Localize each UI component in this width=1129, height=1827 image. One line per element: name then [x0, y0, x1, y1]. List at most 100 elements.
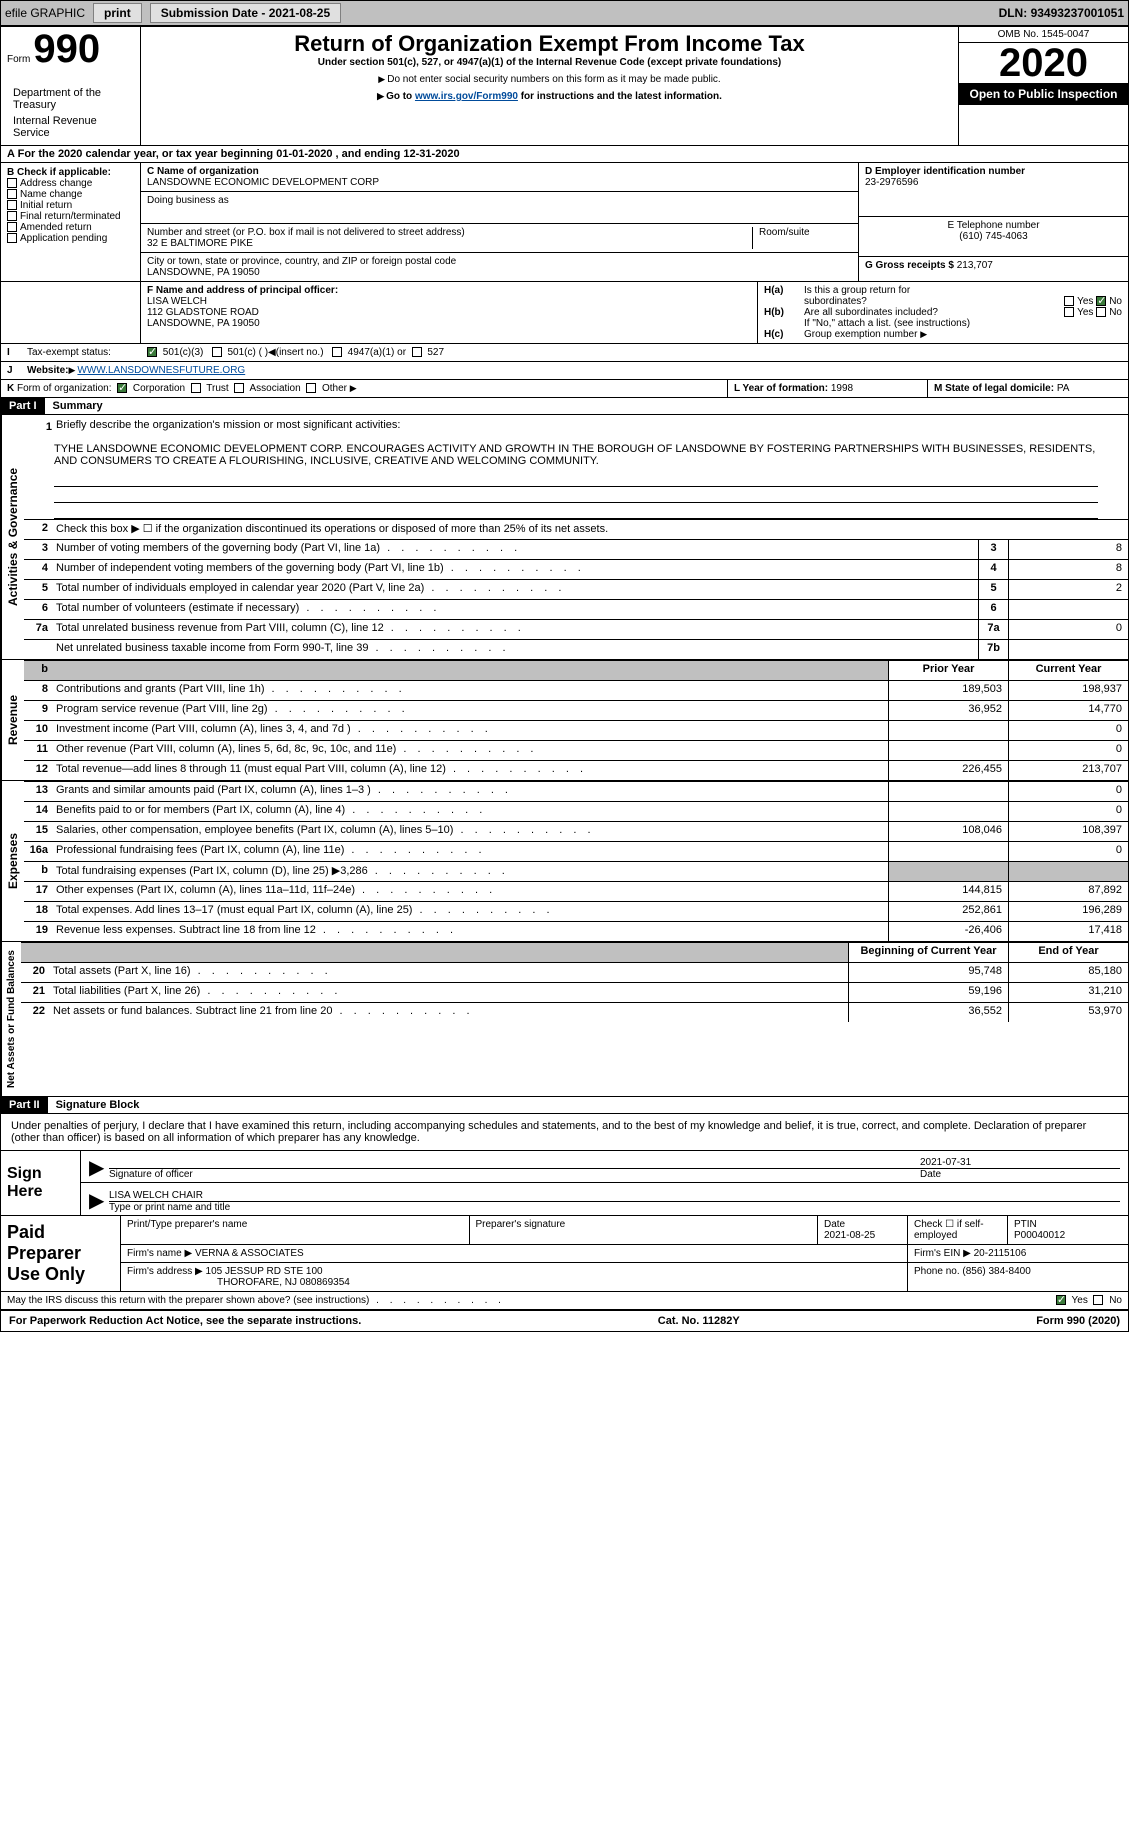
- form-number: 990: [33, 27, 100, 71]
- data-line: bTotal fundraising expenses (Part IX, co…: [24, 861, 1128, 881]
- ein-field: D Employer identification number 23-2976…: [859, 163, 1128, 217]
- block-b: B Check if applicable: Address change Na…: [1, 163, 141, 281]
- sign-here-block: Sign Here ▶ Signature of officer 2021-07…: [1, 1151, 1128, 1216]
- data-line: 12Total revenue—add lines 8 through 11 (…: [24, 760, 1128, 780]
- block-c: C Name of organization LANSDOWNE ECONOMI…: [141, 163, 858, 281]
- data-line: 22Net assets or fund balances. Subtract …: [21, 1002, 1128, 1022]
- org-trust[interactable]: Trust: [191, 383, 229, 394]
- form990-link[interactable]: www.irs.gov/Form990: [415, 91, 518, 102]
- efile-label: efile GRAPHIC: [5, 6, 85, 20]
- row-j: J Website: WWW.LANSDOWNESFUTURE.ORG: [1, 362, 1128, 380]
- city-field: City or town, state or province, country…: [141, 253, 858, 281]
- check-initial-return[interactable]: Initial return: [7, 200, 134, 211]
- note-goto: Go to www.irs.gov/Form990 for instructio…: [149, 91, 950, 102]
- check-name-change[interactable]: Name change: [7, 189, 134, 200]
- part2-header: Part II Signature Block: [1, 1096, 1128, 1114]
- data-line: 15Salaries, other compensation, employee…: [24, 821, 1128, 841]
- data-line: 20Total assets (Part X, line 16)95,74885…: [21, 962, 1128, 982]
- year-cell: OMB No. 1545-0047 2020 Open to Public In…: [958, 27, 1128, 145]
- data-line: 9Program service revenue (Part VIII, lin…: [24, 700, 1128, 720]
- row-m: M State of legal domicile: PA: [928, 380, 1128, 397]
- vert-expenses: Expenses: [1, 781, 24, 941]
- tax-year: 2020: [959, 43, 1128, 83]
- org-corp[interactable]: Corporation: [117, 383, 185, 394]
- gross-receipts: G Gross receipts $ 213,707: [859, 257, 1128, 274]
- hb-no[interactable]: No: [1096, 307, 1122, 318]
- ha-yes[interactable]: Yes: [1064, 296, 1093, 307]
- irs-discuss-row: May the IRS discuss this return with the…: [1, 1292, 1128, 1309]
- tax-501c3[interactable]: 501(c)(3): [147, 347, 203, 358]
- data-line: 11Other revenue (Part VIII, column (A), …: [24, 740, 1128, 760]
- street-field: Number and street (or P.O. box if mail i…: [141, 224, 858, 253]
- tax-4947[interactable]: 4947(a)(1) or: [332, 347, 406, 358]
- data-line: 10Investment income (Part VIII, column (…: [24, 720, 1128, 740]
- data-line: 17Other expenses (Part IX, column (A), l…: [24, 881, 1128, 901]
- block-d: D Employer identification number 23-2976…: [858, 163, 1128, 281]
- note-ssn: Do not enter social security numbers on …: [149, 74, 950, 85]
- vert-governance: Activities & Governance: [1, 415, 24, 659]
- check-application-pending[interactable]: Application pending: [7, 233, 134, 244]
- org-assoc[interactable]: Association: [234, 383, 300, 394]
- gov-line: 7aTotal unrelated business revenue from …: [24, 619, 1128, 639]
- declaration: Under penalties of perjury, I declare th…: [1, 1114, 1128, 1151]
- governance-block: Activities & Governance 1 Briefly descri…: [1, 415, 1128, 659]
- public-inspection: Open to Public Inspection: [959, 83, 1128, 105]
- block-h: H(a) Is this a group return for subordin…: [758, 282, 1128, 343]
- row-l: L Year of formation: 1998: [728, 380, 928, 397]
- data-line: 8Contributions and grants (Part VIII, li…: [24, 680, 1128, 700]
- submission-date: Submission Date - 2021-08-25: [150, 3, 341, 23]
- form-header: Form 990 Department of the Treasury Inte…: [1, 27, 1128, 146]
- tax-527[interactable]: 527: [412, 347, 444, 358]
- org-other[interactable]: Other: [306, 383, 347, 394]
- data-line: 14Benefits paid to or for members (Part …: [24, 801, 1128, 821]
- section-a: A For the 2020 calendar year, or tax yea…: [1, 146, 1128, 163]
- entity-block: B Check if applicable: Address change Na…: [1, 163, 1128, 282]
- part1-header: Part I Summary: [1, 398, 1128, 415]
- check-final-return[interactable]: Final return/terminated: [7, 211, 134, 222]
- dba-field: Doing business as: [141, 192, 858, 224]
- vert-revenue: Revenue: [1, 660, 24, 780]
- title-cell: Return of Organization Exempt From Incom…: [141, 27, 958, 145]
- data-line: 19Revenue less expenses. Subtract line 1…: [24, 921, 1128, 941]
- netassets-block: Net Assets or Fund Balances Beginning of…: [1, 941, 1128, 1096]
- topbar: efile GRAPHIC print Submission Date - 20…: [0, 0, 1129, 26]
- dept-irs: Internal Revenue Service: [7, 113, 134, 141]
- discuss-no[interactable]: No: [1093, 1295, 1122, 1306]
- website-link[interactable]: WWW.LANSDOWNESFUTURE.ORG: [77, 365, 245, 376]
- print-button[interactable]: print: [93, 3, 142, 23]
- row-klm: K Form of organization: Corporation Trus…: [1, 380, 1128, 398]
- data-line: 21Total liabilities (Part X, line 26)59,…: [21, 982, 1128, 1002]
- gov-line: 6Total number of volunteers (estimate if…: [24, 599, 1128, 619]
- data-line: 18Total expenses. Add lines 13–17 (must …: [24, 901, 1128, 921]
- data-line: 13Grants and similar amounts paid (Part …: [24, 781, 1128, 801]
- mission-text: TYHE LANSDOWNE ECONOMIC DEVELOPMENT CORP…: [24, 439, 1128, 471]
- vert-netassets: Net Assets or Fund Balances: [1, 942, 21, 1096]
- gov-line: 4Number of independent voting members of…: [24, 559, 1128, 579]
- paid-preparer-block: Paid Preparer Use Only Print/Type prepar…: [1, 1216, 1128, 1292]
- tax-501c[interactable]: 501(c) ( ): [212, 347, 268, 358]
- row-k: K Form of organization: Corporation Trus…: [1, 380, 728, 397]
- dln: DLN: 93493237001051: [999, 6, 1124, 20]
- gov-line: 3Number of voting members of the governi…: [24, 539, 1128, 559]
- org-name-field: C Name of organization LANSDOWNE ECONOMI…: [141, 163, 858, 192]
- form-id-cell: Form 990 Department of the Treasury Inte…: [1, 27, 141, 145]
- gov-line: 5Total number of individuals employed in…: [24, 579, 1128, 599]
- officer-group-row: F Name and address of principal officer:…: [1, 282, 1128, 344]
- phone-field: E Telephone number (610) 745-4063: [859, 217, 1128, 257]
- form-ref: Form 990 (2020): [1036, 1315, 1120, 1327]
- revenue-block: Revenue b Prior Year Current Year 8Contr…: [1, 659, 1128, 780]
- hb-yes[interactable]: Yes: [1064, 307, 1093, 318]
- form-subtitle: Under section 501(c), 527, or 4947(a)(1)…: [149, 57, 950, 68]
- dept-treasury: Department of the Treasury: [7, 85, 134, 113]
- discuss-yes[interactable]: Yes: [1056, 1295, 1088, 1306]
- data-line: 16aProfessional fundraising fees (Part I…: [24, 841, 1128, 861]
- ha-no[interactable]: No: [1096, 296, 1122, 307]
- expenses-block: Expenses 13Grants and similar amounts pa…: [1, 780, 1128, 941]
- form-page: Form 990 Department of the Treasury Inte…: [0, 26, 1129, 1332]
- footer: For Paperwork Reduction Act Notice, see …: [1, 1309, 1128, 1331]
- check-amended-return[interactable]: Amended return: [7, 222, 134, 233]
- form-title: Return of Organization Exempt From Incom…: [149, 31, 950, 57]
- block-f: F Name and address of principal officer:…: [141, 282, 758, 343]
- check-address-change[interactable]: Address change: [7, 178, 134, 189]
- row-i: I Tax-exempt status: 501(c)(3) 501(c) ( …: [1, 344, 1128, 362]
